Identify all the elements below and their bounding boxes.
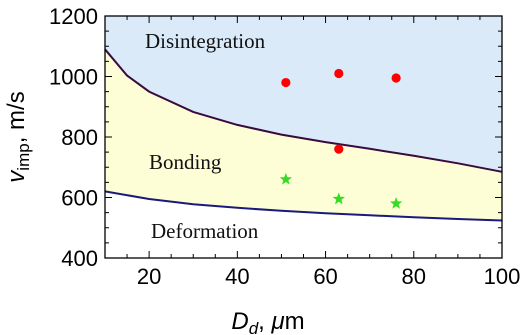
curve-upper-boundary [104,48,503,173]
region-label-deformation: Deformation [151,219,259,243]
region-labels: Disintegration Bonding Deformation [145,29,266,243]
data-point-star [332,192,345,205]
y-axis-ticks: 400 600 800 1000 1200 [49,4,502,271]
data-point-circle [334,68,344,79]
data-points [279,68,403,209]
x-tick-label: 60 [313,264,337,289]
data-point-star [390,197,403,209]
x-tick-label: 20 [137,264,161,289]
boundary-curves [104,48,503,222]
region-disintegration [105,16,502,172]
region-bonding [105,49,502,221]
y-tick-label: 1000 [49,65,98,90]
data-point-circle [391,73,401,83]
curve-lower-boundary [104,190,503,222]
data-point-star [279,172,292,185]
region-deformation [105,191,502,258]
y-tick-label: 400 [61,246,98,271]
data-point-circle [281,77,291,88]
y-tick-label: 600 [61,186,98,211]
y-tick-label: 1200 [49,4,98,29]
y-axis-title: vimp, m/s [3,91,33,182]
x-tick-label: 40 [225,264,249,289]
data-point-circle [334,144,344,154]
region-label-disintegration: Disintegration [145,29,266,53]
x-axis-title: Dd, μm [231,308,304,335]
plot-regions [105,16,502,258]
x-tick-label: 100 [484,264,521,289]
y-tick-label: 800 [61,125,98,150]
x-axis-ticks: 20 40 60 80 100 [104,16,521,289]
region-label-bonding: Bonding [149,150,222,174]
x-tick-label: 80 [402,264,426,289]
